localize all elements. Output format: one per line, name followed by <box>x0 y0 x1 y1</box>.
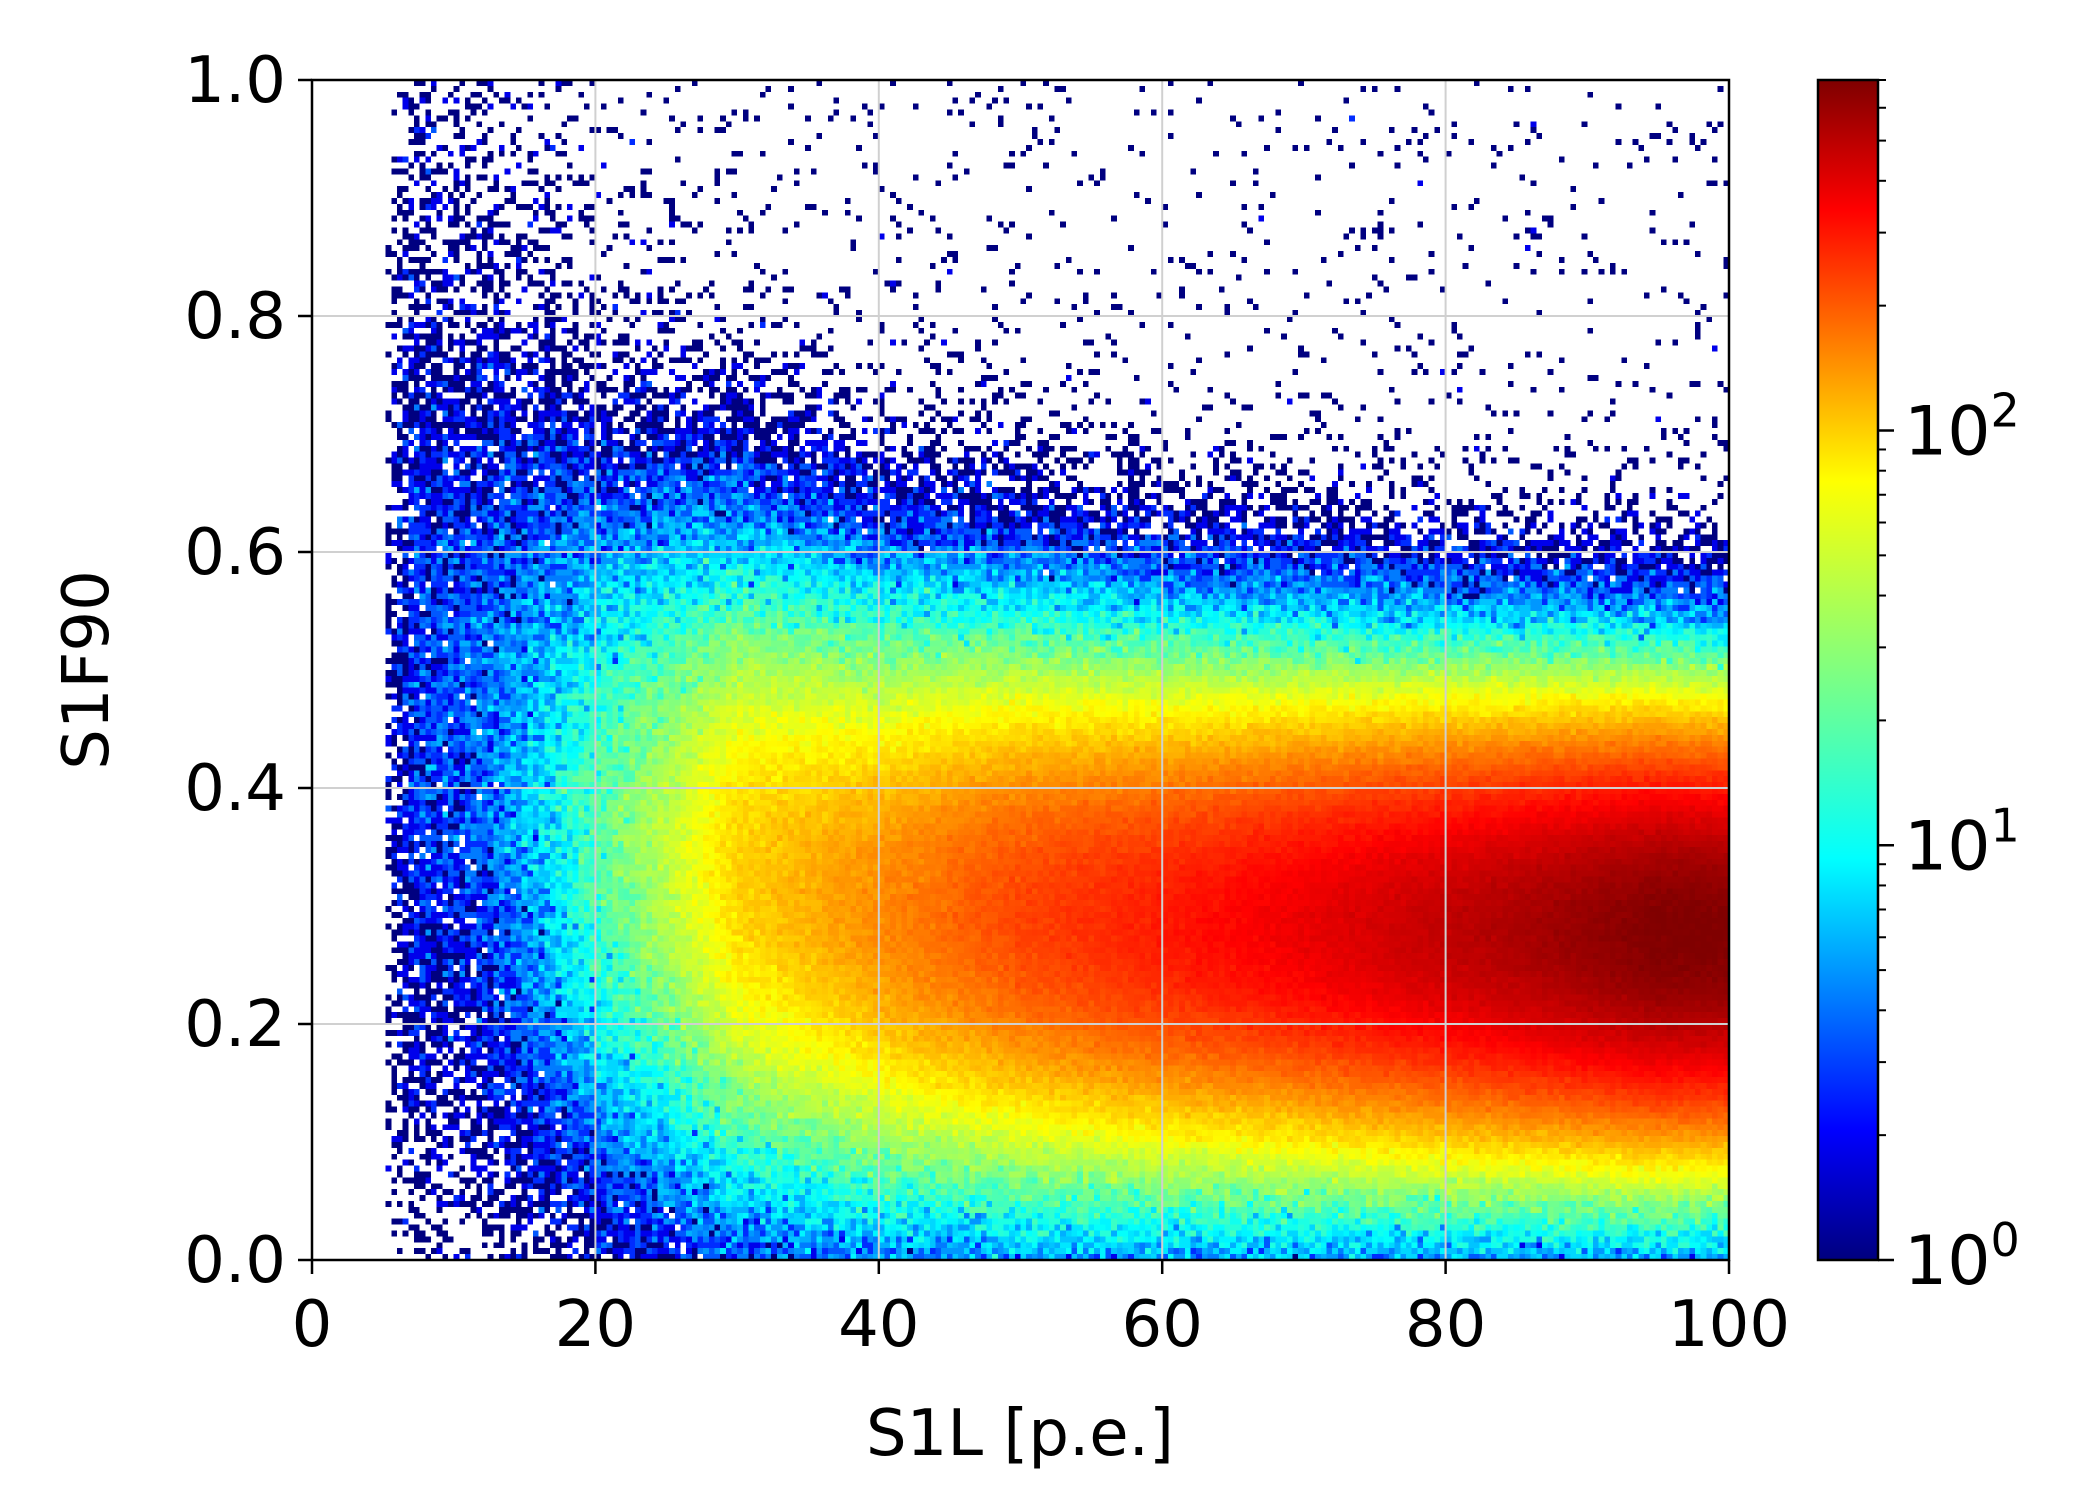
y-tick-label: 1.0 <box>184 44 286 118</box>
y-tick-label: 0.8 <box>184 280 286 354</box>
colorbar-tick-label: 101 <box>1904 798 2020 886</box>
y-tick-label: 0.4 <box>184 752 286 826</box>
colorbar-ticks: 100 101 102 <box>1878 79 2020 1301</box>
colorbar-tick-label: 100 <box>1904 1213 2020 1301</box>
y-tick-label: 0.6 <box>184 516 286 590</box>
y-tick-label: 0.2 <box>184 988 286 1062</box>
colorbar-gradient <box>1816 78 1880 1262</box>
x-axis-label: S1L [p.e.] <box>866 1397 1174 1471</box>
x-axis: 0 20 40 60 80 100 <box>292 1260 1790 1362</box>
x-tick-label: 20 <box>555 1288 636 1362</box>
heatmap-image <box>312 80 1729 1260</box>
colorbar: 100 101 102 <box>1816 78 2020 1301</box>
x-tick-label: 100 <box>1668 1288 1790 1362</box>
x-tick-label: 60 <box>1121 1288 1202 1362</box>
plot-frame <box>310 78 1731 1262</box>
colorbar-tick-label: 102 <box>1904 384 2020 472</box>
y-axis-label: S1F90 <box>50 570 124 770</box>
y-tick-label: 0.0 <box>184 1224 286 1298</box>
x-tick-label: 0 <box>292 1288 333 1362</box>
heatmap-raster <box>312 80 1729 1260</box>
grid-lines <box>312 80 1729 1260</box>
x-tick-label: 40 <box>838 1288 919 1362</box>
x-tick-label: 80 <box>1405 1288 1486 1362</box>
y-axis: 0.0 0.2 0.4 0.6 0.8 1.0 <box>184 44 312 1298</box>
